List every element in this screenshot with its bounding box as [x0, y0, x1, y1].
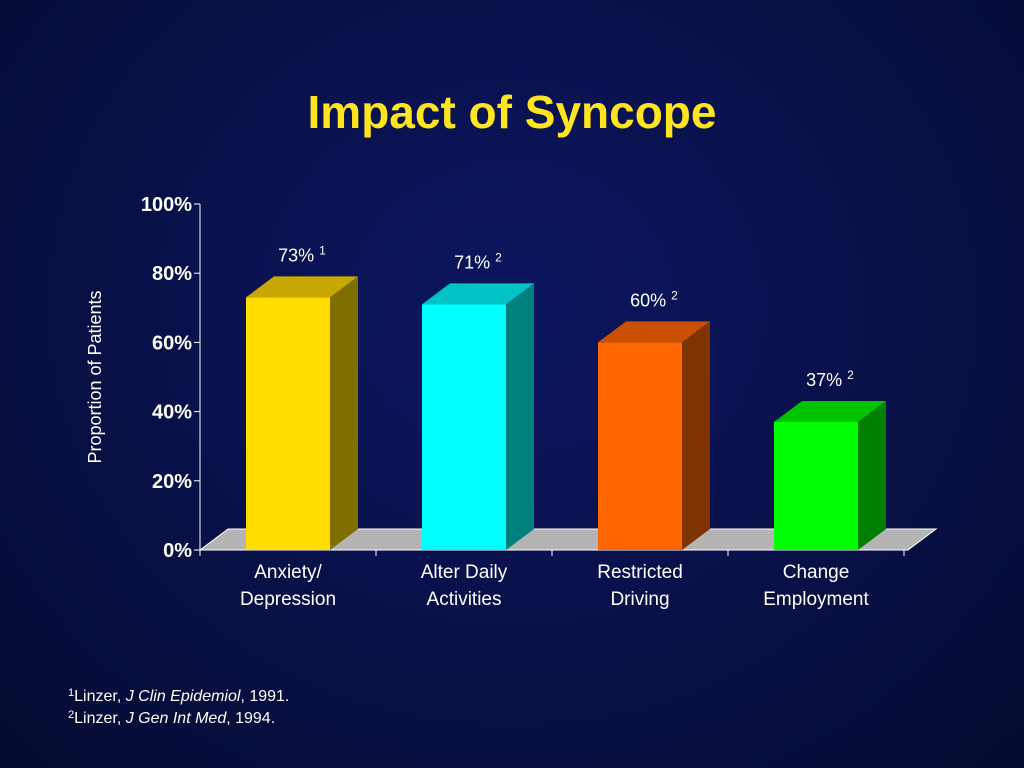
data-label-reference: 2 [495, 250, 502, 264]
bar-group [598, 321, 710, 550]
x-tick-label: Anxiety/ [254, 562, 322, 583]
data-label-reference: 1 [319, 243, 326, 257]
bar-top [774, 400, 886, 422]
x-tick-label: Alter Daily [421, 562, 508, 583]
reference-2-number: 2 [68, 709, 75, 721]
bar-group [246, 276, 358, 550]
reference-1-journal: J Clin Epidemiol [125, 688, 241, 705]
data-label-reference: 2 [671, 288, 678, 302]
bar-side [506, 283, 534, 550]
reference-2-author: Linzer, [74, 710, 122, 727]
reference-1-author: Linzer, [74, 688, 122, 705]
reference-1-number: 1 [68, 687, 75, 699]
bar-side [682, 321, 710, 550]
y-axis-title: Proportion of Patients [85, 290, 105, 463]
data-label: 60% 2 [630, 288, 678, 310]
reference-2-year: , 1994. [226, 710, 276, 727]
bar-top [422, 283, 534, 305]
bar [598, 342, 682, 550]
bar [774, 421, 858, 550]
y-tick-label: 40% [152, 402, 192, 424]
data-label-reference: 2 [847, 368, 854, 382]
reference-2-journal: J Gen Int Med [125, 710, 227, 727]
x-tick-label: Activities [427, 589, 502, 610]
reference-1: 1Linzer, J Clin Epidemiol, 1991. [68, 686, 289, 708]
reference-1-year: , 1991. [240, 688, 290, 705]
x-tick-label: Depression [240, 589, 336, 610]
y-tick-label: 80% [152, 263, 192, 285]
x-tick-label: Employment [763, 589, 869, 610]
bar-chart: 0% 20% 40% 60% 80% 100% Proportion of Patients… [85, 194, 936, 610]
y-tick-label: 0% [163, 540, 192, 562]
data-label: 71% 2 [454, 250, 502, 272]
bar-top [246, 276, 358, 298]
bar-group [422, 283, 534, 550]
slide-title: Impact of Syncope [307, 86, 717, 138]
data-label: 73% 1 [278, 243, 326, 265]
data-label: 37% 2 [806, 368, 854, 390]
y-tick-label: 20% [152, 471, 192, 493]
y-tick-label: 100% [141, 194, 192, 216]
x-tick-label: Restricted [597, 562, 683, 583]
bar [422, 304, 506, 550]
bar-side [330, 276, 358, 550]
bar-top [598, 321, 710, 343]
bar-side [858, 400, 886, 550]
bar-group [774, 400, 886, 550]
reference-2: 2Linzer, J Gen Int Med, 1994. [68, 708, 289, 730]
y-tick-label: 60% [152, 332, 192, 354]
x-tick-label: Change [783, 562, 850, 583]
x-tick-label: Driving [610, 589, 669, 610]
references: 1Linzer, J Clin Epidemiol, 1991. 2Linzer… [68, 686, 289, 730]
bar [246, 297, 330, 550]
